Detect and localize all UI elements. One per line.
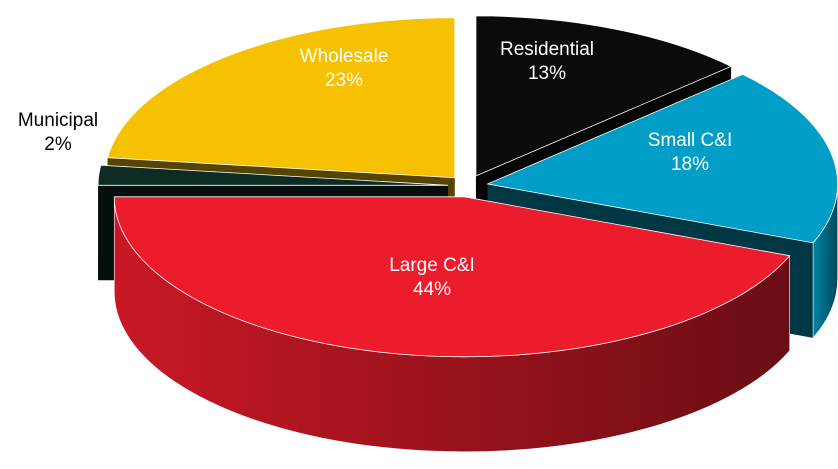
- slice-label: Wholesale: [300, 46, 389, 67]
- slice-label: Large C&I: [389, 255, 475, 276]
- pie-slice: [475, 15, 733, 177]
- slice-group: [113, 196, 791, 453]
- slice-label: Municipal: [18, 110, 98, 131]
- slice-value-label: 23%: [325, 70, 363, 91]
- slice-label: Small C&I: [648, 130, 732, 151]
- pie-slice: [97, 164, 449, 186]
- slice-value-label: 18%: [671, 154, 709, 175]
- pie-slice: [107, 17, 456, 179]
- slice-value-label: 44%: [413, 279, 451, 300]
- slice-label: Residential: [500, 39, 594, 60]
- pie-slice: [486, 73, 838, 244]
- slice-value-label: 2%: [44, 134, 72, 155]
- pie-slice: [113, 196, 791, 358]
- slice-value-label: 13%: [528, 63, 566, 84]
